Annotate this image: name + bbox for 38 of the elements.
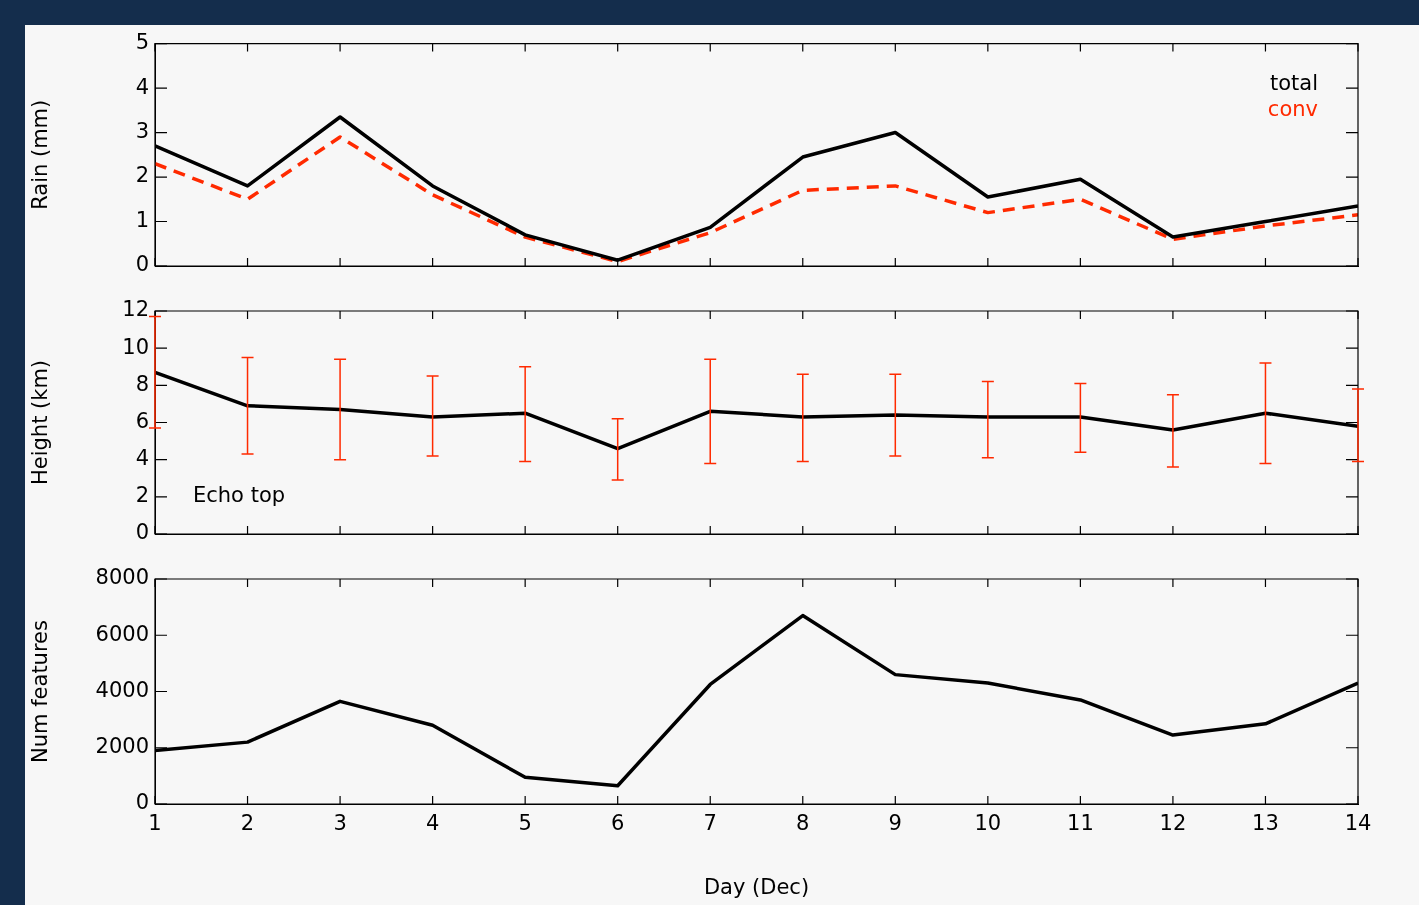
y-axis-title: Num features: [28, 620, 53, 763]
y-tick-label: 0: [135, 520, 149, 545]
x-tick-label: 12: [1159, 811, 1187, 836]
x-tick-label: 11: [1067, 811, 1094, 836]
y-axis-title: Rain (mm): [28, 99, 53, 210]
text: conv: [1267, 96, 1318, 121]
x-tick-label: 10: [974, 811, 1002, 836]
x-tick-label: 3: [333, 811, 347, 836]
x-axis-title: Day (Dec): [703, 874, 810, 899]
y-tick-label: 10: [122, 334, 149, 359]
y-tick-label: 6: [135, 408, 149, 433]
y-tick-label: 8: [135, 371, 149, 396]
y-tick-label: 1: [135, 207, 149, 232]
y-axis-title: Height (km): [28, 359, 53, 486]
x-tick-label: 5: [518, 811, 532, 836]
y-tick-label: 2: [135, 163, 149, 188]
y-tick-label: 4000: [95, 677, 149, 702]
y-tick-label: 0: [135, 252, 149, 277]
y-tick-label: 4: [135, 446, 149, 471]
y-tick-label: 2: [135, 483, 149, 508]
y-tick-label: 5: [135, 30, 149, 55]
y-tick-label: 6000: [95, 621, 149, 646]
legend-label: total: [1269, 70, 1318, 95]
y-tick-label: 8000: [95, 565, 149, 590]
x-tick-label: 13: [1252, 811, 1279, 836]
y-tick-label: 4: [135, 74, 149, 99]
x-tick-label: 14: [1344, 811, 1372, 836]
y-tick-label: 0: [135, 790, 149, 815]
x-tick-label: 6: [611, 811, 625, 836]
annotation: Echo top: [193, 483, 286, 507]
x-tick-label: 2: [240, 811, 255, 836]
x-tick-label: 8: [796, 811, 810, 836]
y-tick-label: 12: [122, 297, 149, 322]
x-tick-label: 7: [703, 811, 717, 836]
x-tick-label: 4: [425, 811, 440, 836]
y-tick-label: 3: [135, 119, 149, 144]
x-tick-label: 9: [888, 811, 902, 836]
y-tick-label: 2000: [95, 734, 149, 759]
